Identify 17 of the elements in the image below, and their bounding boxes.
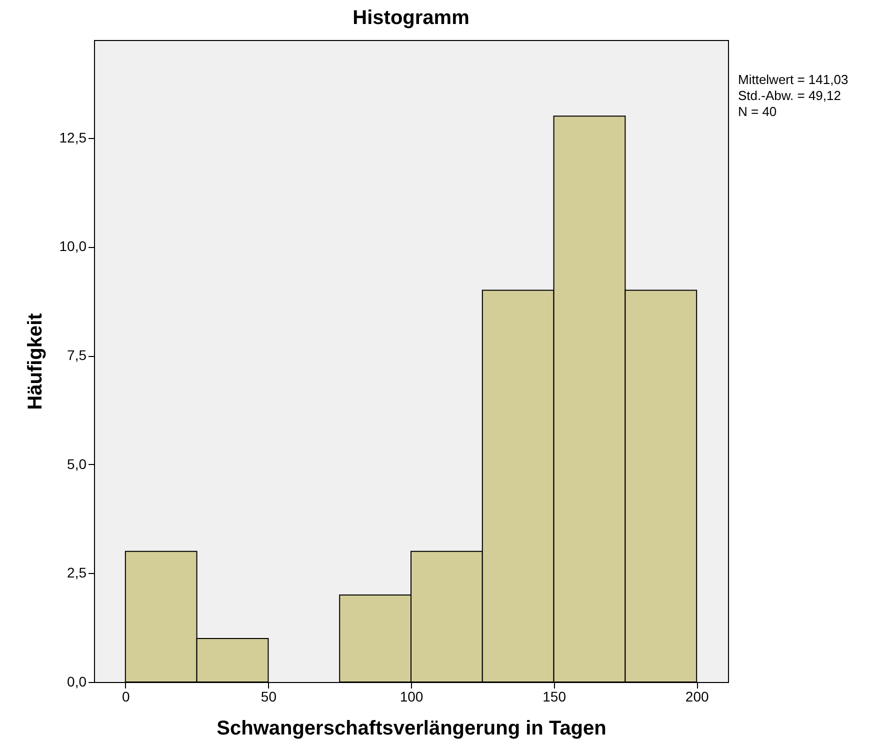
x-tick-label: 200 [685, 688, 709, 704]
y-tick-label: 10,0 [59, 238, 87, 254]
y-tick-label: 2,5 [67, 564, 87, 581]
x-tick-label: 100 [400, 688, 424, 704]
chart-title: Histogramm [352, 7, 470, 29]
y-axis-title: Häufigkeit [24, 312, 46, 410]
x-tick-label: 50 [260, 688, 277, 704]
y-tick-label: 7,5 [67, 347, 87, 364]
text: Mittelwert = 141,03 [738, 72, 848, 87]
x-tick-label: 0 [122, 688, 130, 704]
y-tick-label: 5,0 [67, 456, 87, 472]
text: N = 40 [738, 104, 777, 119]
y-tick-label: 12,5 [59, 129, 87, 146]
x-axis-title: Schwangerschaftsverlängerung in Tagen [216, 718, 606, 740]
x-tick-label: 150 [542, 688, 566, 704]
text: Std.-Abw. = 49,12 [738, 88, 841, 103]
y-tick-label: 0,0 [67, 674, 87, 690]
